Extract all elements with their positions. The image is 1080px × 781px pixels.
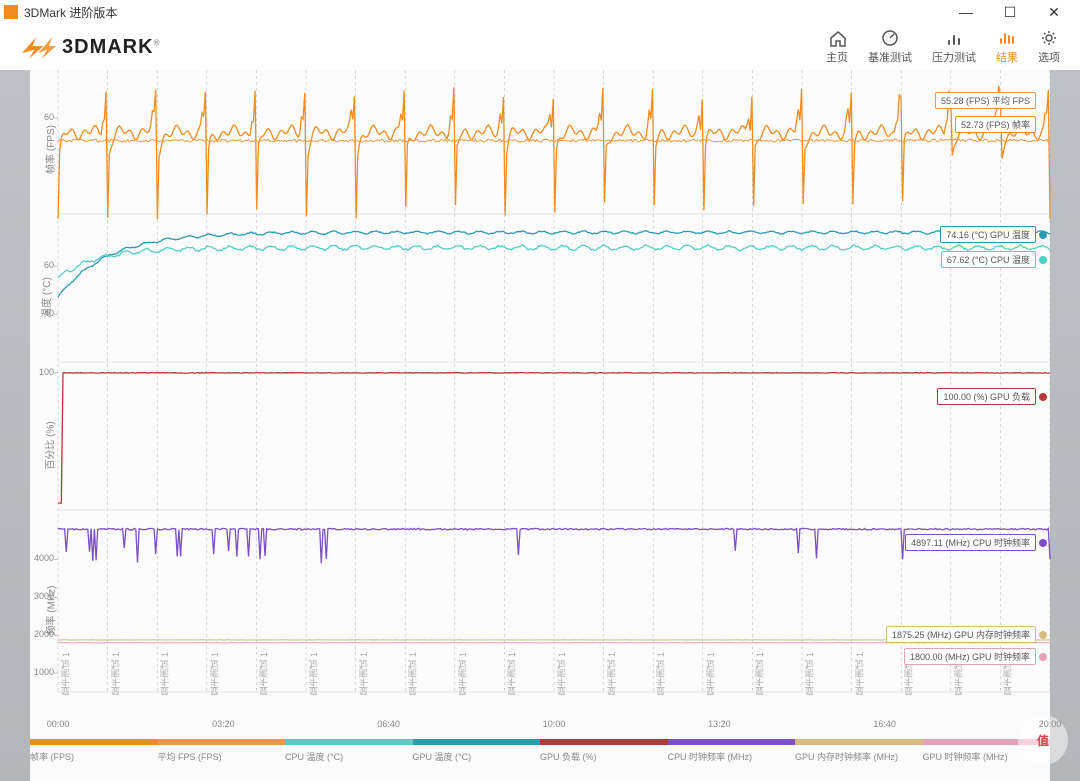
series-badge[interactable]: 74.16 (°C) GPU 温度 <box>940 226 1036 243</box>
x-tick: 13:20 <box>708 719 731 729</box>
run-label: 显卡测试 1 <box>803 652 816 696</box>
y-tick: 4000 <box>30 553 54 563</box>
app-icon <box>4 5 18 19</box>
titlebar: 3DMark 进阶版本 — ☐ ✕ <box>0 0 1080 24</box>
series-badge[interactable]: 52.73 (FPS) 帧率 <box>955 116 1036 133</box>
nav-gear[interactable]: 选项 <box>1038 29 1060 65</box>
run-label: 显卡测试 1 <box>158 652 171 696</box>
x-tick: 06:40 <box>377 719 400 729</box>
minimize-button[interactable]: — <box>944 0 988 24</box>
run-label: 显卡测试 1 <box>654 652 667 696</box>
legend-item[interactable]: GPU 内存时钟频率 (MHz) <box>795 739 923 773</box>
legend-item[interactable]: 平均 FPS (FPS) <box>158 739 286 773</box>
x-tick: 03:20 <box>212 719 235 729</box>
gear-icon <box>1040 29 1058 47</box>
y-axis-label: 帧率 (FPS) <box>42 125 57 174</box>
x-tick: 16:40 <box>873 719 896 729</box>
y-tick: 100 <box>30 367 54 377</box>
logo: 3DMARK® <box>20 32 160 62</box>
series-badge[interactable]: 1800.00 (MHz) GPU 时钟频率 <box>904 648 1036 665</box>
x-tick: 10:00 <box>543 719 566 729</box>
series-badge[interactable]: 4897.11 (MHz) CPU 时钟频率 <box>905 534 1036 551</box>
run-label: 显卡测试 1 <box>208 652 221 696</box>
gauge-icon <box>881 29 899 47</box>
series-badge[interactable]: 55.28 (FPS) 平均 FPS <box>935 92 1036 109</box>
y-tick: 60 <box>30 112 54 122</box>
x-tick: 00:00 <box>47 719 70 729</box>
run-label: 显卡测试 1 <box>257 652 270 696</box>
window-title: 3DMark 进阶版本 <box>24 4 117 21</box>
y-tick: 60 <box>30 260 54 270</box>
legend-item[interactable]: GPU 时钟频率 (MHz) <box>923 739 1051 773</box>
y-tick: 40 <box>30 308 54 318</box>
legend: 帧率 (FPS)平均 FPS (FPS)CPU 温度 (°C)GPU 温度 (°… <box>30 739 1050 773</box>
legend-item[interactable]: CPU 温度 (°C) <box>285 739 413 773</box>
y-tick: 1000 <box>30 667 54 677</box>
bar-icon <box>945 29 963 47</box>
legend-item[interactable]: GPU 温度 (°C) <box>413 739 541 773</box>
y-tick: 3000 <box>30 591 54 601</box>
run-label: 显卡测试 1 <box>456 652 469 696</box>
legend-item[interactable]: 帧率 (FPS) <box>30 739 158 773</box>
logo-icon <box>20 32 56 62</box>
run-label: 显卡测试 1 <box>109 652 122 696</box>
run-label: 显卡测试 1 <box>505 652 518 696</box>
run-label: 显卡测试 1 <box>59 652 72 696</box>
legend-item[interactable]: CPU 时钟频率 (MHz) <box>668 739 796 773</box>
run-label: 显卡测试 1 <box>753 652 766 696</box>
series-badge[interactable]: 100.00 (%) GPU 负载 <box>937 388 1036 405</box>
logo-text: 3DMARK <box>62 36 154 58</box>
nav-home[interactable]: 主页 <box>826 29 848 65</box>
close-button[interactable]: ✕ <box>1032 0 1076 24</box>
nav: 主页基准测试压力测试结果选项 <box>826 29 1060 65</box>
run-label: 显卡测试 1 <box>853 652 866 696</box>
nav-bars[interactable]: 结果 <box>996 29 1018 65</box>
series-badge[interactable]: 67.62 (°C) CPU 温度 <box>941 251 1036 268</box>
legend-item[interactable]: GPU 负载 (%) <box>540 739 668 773</box>
run-label: 显卡测试 1 <box>357 652 370 696</box>
app-header: 3DMARK® 主页基准测试压力测试结果选项 <box>0 24 1080 70</box>
run-label: 显卡测试 1 <box>406 652 419 696</box>
run-label: 显卡测试 1 <box>704 652 717 696</box>
nav-bar[interactable]: 压力测试 <box>932 29 976 65</box>
run-label: 显卡测试 1 <box>307 652 320 696</box>
home-icon <box>828 29 846 47</box>
x-tick: 20:00 <box>1039 719 1062 729</box>
bars-icon <box>998 29 1016 47</box>
series-badge[interactable]: 1875.25 (MHz) GPU 内存时钟频率 <box>886 626 1036 643</box>
charts-area: 帧率 (FPS)平均 FPS (FPS)CPU 温度 (°C)GPU 温度 (°… <box>0 70 1080 781</box>
nav-gauge[interactable]: 基准测试 <box>868 29 912 65</box>
y-tick: 2000 <box>30 629 54 639</box>
y-axis-label: 百分比 (%) <box>42 421 57 469</box>
maximize-button[interactable]: ☐ <box>988 0 1032 24</box>
run-label: 显卡测试 1 <box>605 652 618 696</box>
run-label: 显卡测试 1 <box>555 652 568 696</box>
